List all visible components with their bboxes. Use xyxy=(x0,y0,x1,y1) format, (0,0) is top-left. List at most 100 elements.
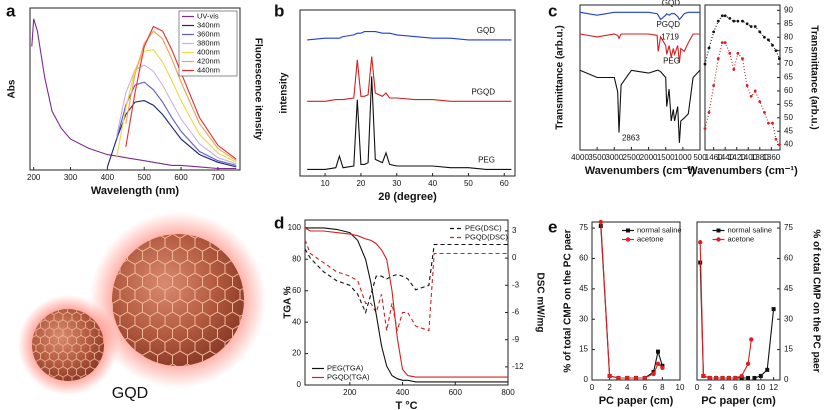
plot-frame xyxy=(299,9,516,177)
marker xyxy=(771,43,774,47)
x-tick-label: 2500 xyxy=(623,153,641,162)
x-axis-label: T °C xyxy=(395,400,417,410)
x-tick-label: 200 xyxy=(343,388,357,397)
marker xyxy=(607,373,612,379)
marker xyxy=(728,51,732,55)
y2-tick-label: -9 xyxy=(512,335,520,344)
series-line xyxy=(116,49,237,163)
marker xyxy=(707,375,712,381)
x-tick-label: 0 xyxy=(695,383,700,392)
series-label: PEG xyxy=(663,56,680,65)
y-tick-label: 60 xyxy=(579,254,588,263)
y-tick-label: 55 xyxy=(784,99,793,108)
y-axis-label: intensity xyxy=(279,72,290,114)
x-tick-label: 1460 xyxy=(705,153,723,162)
x-tick-label: 1000 xyxy=(674,153,692,162)
legend-label: normal saline xyxy=(728,225,773,234)
marker xyxy=(712,84,716,87)
y-tick-label: 75 xyxy=(579,223,588,232)
x-tick-label: 12 xyxy=(769,383,778,392)
x-tick-label: 10 xyxy=(321,179,330,188)
series-line xyxy=(699,262,775,379)
marker xyxy=(732,19,736,23)
legend-label: 440nm xyxy=(197,65,220,74)
y-tick-label: 45 xyxy=(579,284,588,293)
marker xyxy=(745,22,749,26)
y-tick-label: 60 xyxy=(784,254,793,263)
x-tick-label: 1420 xyxy=(728,153,746,162)
x-tick-label: 10 xyxy=(676,383,685,392)
x-tick-label: 600 xyxy=(174,173,188,182)
y2-tick-label: -3 xyxy=(512,280,520,289)
x-axis-label: PC paper (cm) xyxy=(599,395,674,407)
y-tick-label: 0 xyxy=(584,375,589,384)
marker xyxy=(598,219,603,225)
series-line xyxy=(600,221,663,379)
x-tick-label: 1380 xyxy=(751,153,769,162)
marker xyxy=(749,337,754,342)
legend-marker xyxy=(716,237,721,242)
marker xyxy=(765,367,770,372)
x-tick-label: 0 xyxy=(590,383,595,392)
marker xyxy=(733,375,738,381)
y2-tick-label: 3 xyxy=(512,226,517,235)
x-tick-label: 1400 xyxy=(739,153,757,162)
marker xyxy=(753,25,757,28)
x-tick-label: 3000 xyxy=(605,153,623,162)
marker xyxy=(720,375,725,381)
x-tick-label: 10 xyxy=(756,383,765,392)
marker xyxy=(749,94,753,98)
series-label: PGQD xyxy=(656,20,680,29)
marker xyxy=(763,111,766,114)
marker xyxy=(707,46,711,50)
marker xyxy=(713,375,719,381)
marker xyxy=(736,19,740,23)
panel-letter: b xyxy=(274,1,284,20)
x-tick-label: 300 xyxy=(64,173,78,182)
marker xyxy=(732,68,736,71)
marker xyxy=(763,35,766,39)
x-tick-label: 800 xyxy=(501,388,515,397)
marker xyxy=(703,62,707,66)
x-tick-label: 1500 xyxy=(657,153,675,162)
y-axis-label: TGA % xyxy=(283,286,294,319)
legend-marker xyxy=(716,228,721,233)
series-label: GQD xyxy=(662,0,680,7)
legend-label: 400nm xyxy=(197,47,220,56)
y-tick-label: 100 xyxy=(288,223,302,232)
x-tick-label: 4 xyxy=(625,383,630,392)
x-tick-label: 4000 xyxy=(571,153,589,162)
plot-frame xyxy=(579,4,701,151)
x-tick-label: 50 xyxy=(464,179,473,188)
x-tick-label: 400 xyxy=(101,173,115,182)
y-axis-label: Abs xyxy=(7,79,18,98)
legend-label: normal saline xyxy=(637,225,682,234)
legend-label: acetone xyxy=(728,234,755,243)
legend-marker xyxy=(625,237,631,242)
annotation: 2863 xyxy=(622,134,640,143)
series-label: PEG xyxy=(478,155,495,164)
legend-label: acetone xyxy=(637,234,664,243)
y-tick-label: 65 xyxy=(784,73,793,82)
x-tick-label: 2 xyxy=(708,383,713,392)
marker xyxy=(656,349,660,354)
marker xyxy=(771,307,776,312)
legend-label: PEG(TGA) xyxy=(327,363,364,372)
series-line xyxy=(307,56,512,102)
legend-label: 420nm xyxy=(197,56,220,65)
marker xyxy=(745,361,751,366)
x-tick-label: 200 xyxy=(27,173,41,182)
series-label: PGQD xyxy=(471,87,495,96)
marker xyxy=(746,375,751,380)
y-tick-label: 60 xyxy=(292,286,301,295)
y-tick-label: 45 xyxy=(784,126,793,135)
marker xyxy=(767,38,770,42)
marker xyxy=(701,373,706,379)
y-tick-label: 50 xyxy=(784,113,793,122)
marker xyxy=(726,375,732,381)
marker xyxy=(625,375,630,381)
y2-tick-label: -6 xyxy=(512,308,520,317)
series-line xyxy=(116,64,237,165)
series-line xyxy=(579,33,700,64)
y-tick-label: 30 xyxy=(784,314,793,323)
